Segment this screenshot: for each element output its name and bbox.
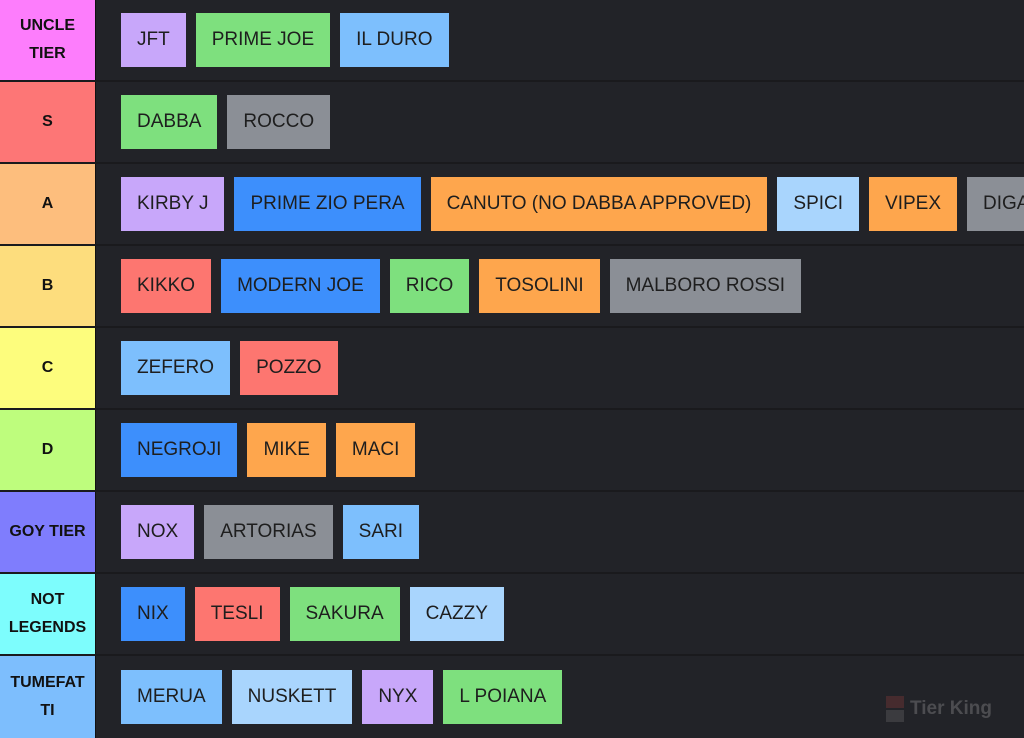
tier-item[interactable]: ZEFERO	[121, 341, 231, 395]
tier-item[interactable]: ROCCO	[227, 95, 331, 149]
tier-item[interactable]: NIX	[121, 587, 185, 641]
tier-item[interactable]: MODERN JOE	[221, 259, 380, 313]
tier-label[interactable]: D	[0, 410, 95, 490]
tier-item[interactable]: NOX	[121, 505, 195, 559]
tier-row-d: D NEGROJI MIKE MACI	[0, 410, 1024, 490]
tier-item[interactable]: SARI	[342, 505, 419, 559]
tier-row-goy: GOY TIER NOX ARTORIAS SARI	[0, 492, 1024, 572]
tier-items: JFT PRIME JOE IL DURO	[95, 0, 1024, 80]
tier-item[interactable]: MALBORO ROSSI	[609, 259, 802, 313]
tier-items: DABBA ROCCO	[95, 82, 1024, 162]
tier-item[interactable]: L POIANA	[443, 670, 563, 724]
tier-row-c: C ZEFERO POZZO	[0, 328, 1024, 408]
tier-items: NEGROJI MIKE MACI	[95, 410, 1024, 490]
tier-items: KIKKO MODERN JOE RICO TOSOLINI MALBORO R…	[95, 246, 1024, 326]
tier-label[interactable]: S	[0, 82, 95, 162]
tier-item[interactable]: MIKE	[247, 423, 326, 477]
tier-item[interactable]: KIKKO	[121, 259, 212, 313]
tier-items: KIRBY J PRIME ZIO PERA CANUTO (NO DABBA …	[95, 164, 1024, 244]
tier-item[interactable]: DIGA	[967, 177, 1024, 231]
tier-items: NIX TESLI SAKURA CAZZY	[95, 574, 1024, 654]
tier-item[interactable]: ARTORIAS	[204, 505, 333, 559]
tier-label[interactable]: B	[0, 246, 95, 326]
tier-label[interactable]: NOT LEGENDS	[0, 574, 95, 654]
tier-label[interactable]: TUMEFAT TI	[0, 656, 95, 738]
tier-item[interactable]: NUSKETT	[231, 670, 353, 724]
tier-item[interactable]: POZZO	[240, 341, 338, 395]
tier-row-b: B KIKKO MODERN JOE RICO TOSOLINI MALBORO…	[0, 246, 1024, 326]
watermark: Tier King	[886, 696, 992, 722]
watermark-text: Tier King	[910, 698, 992, 719]
tier-item[interactable]: RICO	[389, 259, 470, 313]
tier-item[interactable]: CAZZY	[409, 587, 504, 641]
tier-king-logo-icon	[886, 696, 904, 722]
tier-item[interactable]: DABBA	[121, 95, 218, 149]
tier-items: NOX ARTORIAS SARI	[95, 492, 1024, 572]
tier-label[interactable]: A	[0, 164, 95, 244]
tier-item[interactable]: CANUTO (NO DABBA APPROVED)	[430, 177, 768, 231]
tier-item[interactable]: IL DURO	[340, 13, 449, 67]
tier-item[interactable]: MERUA	[121, 670, 222, 724]
tier-item[interactable]: SAKURA	[289, 587, 400, 641]
tier-item[interactable]: SPICI	[777, 177, 860, 231]
tier-row-a: A KIRBY J PRIME ZIO PERA CANUTO (NO DABB…	[0, 164, 1024, 244]
tier-item[interactable]: TESLI	[194, 587, 280, 641]
tier-label[interactable]: UNCLE TIER	[0, 0, 95, 80]
tier-item[interactable]: PRIME ZIO PERA	[234, 177, 421, 231]
tier-item[interactable]: TOSOLINI	[479, 259, 600, 313]
tier-row-tumefatti: TUMEFAT TI MERUA NUSKETT NYX L POIANA	[0, 656, 1024, 738]
tier-item[interactable]: MACI	[335, 423, 416, 477]
tier-item[interactable]: PRIME JOE	[195, 13, 331, 67]
tier-item[interactable]: KIRBY J	[121, 177, 225, 231]
tier-row-not-legends: NOT LEGENDS NIX TESLI SAKURA CAZZY	[0, 574, 1024, 654]
tier-label[interactable]: GOY TIER	[0, 492, 95, 572]
tier-item[interactable]: JFT	[121, 13, 186, 67]
tier-item[interactable]: NEGROJI	[121, 423, 238, 477]
tier-items: ZEFERO POZZO	[95, 328, 1024, 408]
tier-row-s: S DABBA ROCCO	[0, 82, 1024, 162]
tier-item[interactable]: VIPEX	[869, 177, 957, 231]
tier-row-uncle: UNCLE TIER JFT PRIME JOE IL DURO	[0, 0, 1024, 80]
tier-items: MERUA NUSKETT NYX L POIANA	[95, 656, 1024, 738]
tier-label[interactable]: C	[0, 328, 95, 408]
tier-item[interactable]: NYX	[362, 670, 434, 724]
